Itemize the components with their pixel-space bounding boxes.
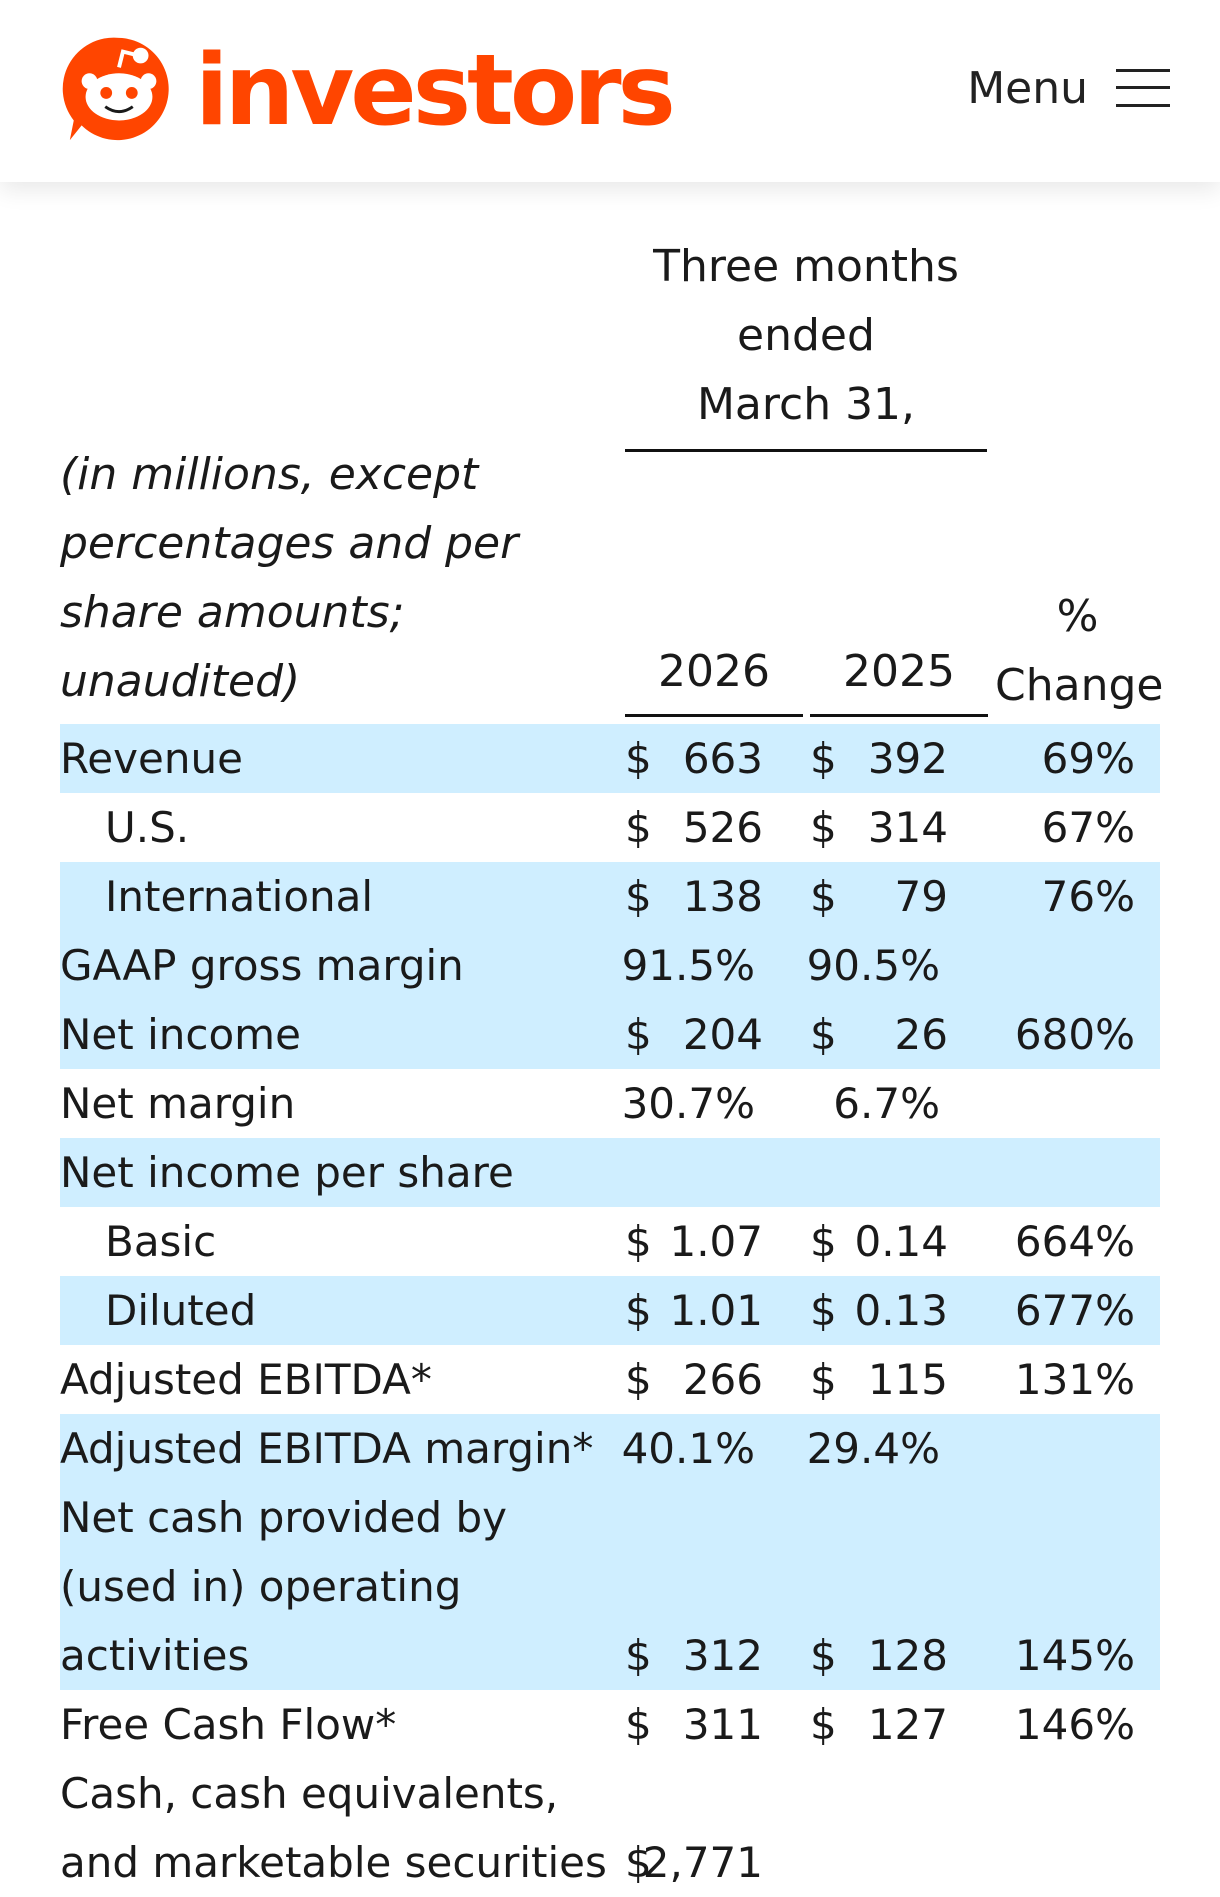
currency-symbol: $ <box>810 1700 837 1749</box>
reddit-snoo-logo-icon[interactable] <box>60 30 178 148</box>
menu-label: Menu <box>967 62 1088 114</box>
currency-symbol: $ <box>625 1217 652 1266</box>
value-2025: 127 <box>867 1700 948 1749</box>
table-row: Basic $ 1.07 $ 0.14 664% <box>60 1207 1160 1276</box>
table-body: Revenue $ 663 $ 392 69% U.S. $ 526 $ 314… <box>60 724 1160 1897</box>
change-header-line: Change <box>995 660 1164 711</box>
currency-symbol: $ <box>625 1631 652 1680</box>
row-label: GAAP gross margin <box>60 941 464 990</box>
table-row: Free Cash Flow* $ 311 $ 127 146% <box>60 1690 1160 1759</box>
percent-change: 145% <box>1014 1631 1135 1680</box>
change-column-header: % Change <box>995 582 1164 731</box>
percent-change: 680% <box>1014 1010 1135 1059</box>
currency-symbol: $ <box>625 1700 652 1749</box>
table-row: GAAP gross margin 91.5% 90.5% <box>60 931 1160 1000</box>
value-2025: 0.13 <box>854 1286 948 1335</box>
currency-symbol: $ <box>810 734 837 783</box>
table-row: Revenue $ 663 $ 392 69% <box>60 724 1160 793</box>
year-2025-header: 2025 <box>810 637 988 717</box>
currency-symbol: $ <box>810 1355 837 1404</box>
brand-wordmark[interactable]: investors <box>195 34 676 148</box>
row-label: Diluted <box>105 1286 257 1335</box>
value-2026: 1.01 <box>669 1286 763 1335</box>
value-2026: 526 <box>682 803 763 852</box>
row-label: U.S. <box>105 803 190 852</box>
currency-symbol: $ <box>625 1010 652 1059</box>
currency-symbol: $ <box>810 872 837 921</box>
row-label: Cash, cash equivalents, and marketable s… <box>60 1769 607 1887</box>
currency-symbol: $ <box>625 734 652 783</box>
period-heading: Three months ended March 31, <box>625 232 987 452</box>
value-2026: 266 <box>682 1355 763 1404</box>
row-label: Revenue <box>60 734 243 783</box>
percent-change: 76% <box>1041 872 1135 921</box>
table-row: Adjusted EBITDA margin* 40.1% 29.4% <box>60 1414 1160 1483</box>
table-row: Net margin 30.7% 6.7% <box>60 1069 1160 1138</box>
currency-symbol: $ <box>810 1631 837 1680</box>
value-2026: 204 <box>682 1010 763 1059</box>
financial-table: Three months ended March 31, (in million… <box>0 182 1220 1887</box>
currency-symbol: $ <box>625 1355 652 1404</box>
table-row: Net income $ 204 $ 26 680% <box>60 1000 1160 1069</box>
value-2025: 6.7% <box>833 1079 940 1128</box>
table-row: U.S. $ 526 $ 314 67% <box>60 793 1160 862</box>
value-2026: 40.1% <box>621 1424 755 1473</box>
table-row: Net cash provided by (used in) operating… <box>60 1483 1160 1690</box>
table-row: International $ 138 $ 79 76% <box>60 862 1160 931</box>
currency-symbol: $ <box>810 1217 837 1266</box>
period-heading-line: Three months <box>653 241 959 292</box>
period-heading-line: ended <box>737 310 875 361</box>
value-2025: 128 <box>867 1631 948 1680</box>
currency-symbol: $ <box>625 803 652 852</box>
table-row: Diluted $ 1.01 $ 0.13 677% <box>60 1276 1160 1345</box>
menu-button[interactable]: Menu <box>967 58 1170 118</box>
value-2026: 91.5% <box>621 941 755 990</box>
row-label: Adjusted EBITDA margin* <box>60 1424 594 1473</box>
percent-change: 677% <box>1014 1286 1135 1335</box>
value-2025: 29.4% <box>806 1424 940 1473</box>
table-row: Cash, cash equivalents, and marketable s… <box>60 1759 1160 1897</box>
percent-change: 67% <box>1041 803 1135 852</box>
percent-change: 131% <box>1014 1355 1135 1404</box>
value-2026: 2,771 <box>642 1838 763 1887</box>
currency-symbol: $ <box>810 1010 837 1059</box>
value-2025: 115 <box>867 1355 948 1404</box>
percent-change: 664% <box>1014 1217 1135 1266</box>
change-header-line: % <box>1056 591 1099 642</box>
value-2025: 79 <box>894 872 948 921</box>
currency-symbol: $ <box>625 1838 652 1887</box>
value-2026: 311 <box>682 1700 763 1749</box>
table-row: Net income per share <box>60 1138 1160 1207</box>
site-header: investors Menu <box>0 0 1220 182</box>
currency-symbol: $ <box>625 872 652 921</box>
currency-symbol: $ <box>810 1286 837 1335</box>
row-label: International <box>105 872 374 921</box>
value-2026: 1.07 <box>669 1217 763 1266</box>
value-2025: 90.5% <box>806 941 940 990</box>
percent-change: 69% <box>1041 734 1135 783</box>
row-label: Net income <box>60 1010 301 1059</box>
row-label: Net income per share <box>60 1148 514 1197</box>
row-label: Free Cash Flow* <box>60 1700 397 1749</box>
percent-change: 146% <box>1014 1700 1135 1749</box>
value-2026: 30.7% <box>621 1079 755 1128</box>
value-2026: 312 <box>682 1631 763 1680</box>
currency-symbol: $ <box>625 1286 652 1335</box>
units-note: (in millions, except percentages and per… <box>60 449 519 707</box>
value-2025: 314 <box>867 803 948 852</box>
currency-symbol: $ <box>810 803 837 852</box>
row-label: Basic <box>105 1217 217 1266</box>
value-2026: 138 <box>682 872 763 921</box>
row-label: Net cash provided by (used in) operating… <box>60 1493 508 1680</box>
value-2025: 26 <box>894 1010 948 1059</box>
value-2025: 0.14 <box>854 1217 948 1266</box>
row-label: Adjusted EBITDA* <box>60 1355 432 1404</box>
row-label: Net margin <box>60 1079 296 1128</box>
value-2026: 663 <box>682 734 763 783</box>
year-2026-header: 2026 <box>625 637 803 717</box>
period-heading-line: March 31, <box>696 379 916 430</box>
hamburger-icon <box>1116 66 1170 110</box>
value-2025: 392 <box>867 734 948 783</box>
table-row: Adjusted EBITDA* $ 266 $ 115 131% <box>60 1345 1160 1414</box>
